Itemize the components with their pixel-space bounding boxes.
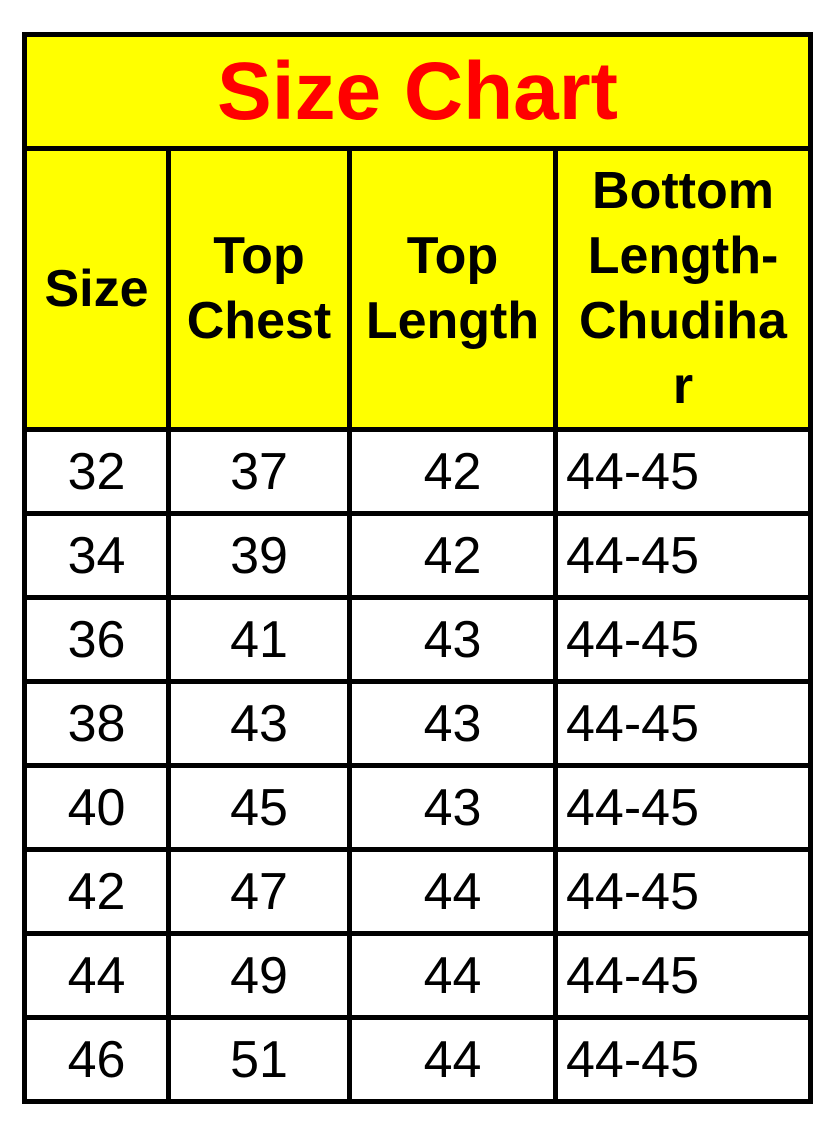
- cell-top-length: 43: [347, 763, 558, 852]
- cell-size: 34: [22, 511, 171, 600]
- cell-size: 32: [22, 427, 171, 516]
- size-chart-table: Size Chart Size Top Chest Top Length Bot…: [22, 32, 813, 1104]
- cell-size: 44: [22, 931, 171, 1020]
- column-header-top-length: Top Length: [347, 146, 558, 432]
- table-row: 42 47 44 44-45: [22, 847, 813, 936]
- cell-bottom-length: 44-45: [553, 427, 813, 516]
- cell-size: 40: [22, 763, 171, 852]
- table-row: 36 41 43 44-45: [22, 595, 813, 684]
- cell-size: 42: [22, 847, 171, 936]
- table-row: 40 45 43 44-45: [22, 763, 813, 852]
- cell-bottom-length: 44-45: [553, 847, 813, 936]
- cell-bottom-length: 44-45: [553, 595, 813, 684]
- table-row: 38 43 43 44-45: [22, 679, 813, 768]
- cell-bottom-length: 44-45: [553, 679, 813, 768]
- cell-top-chest: 47: [166, 847, 352, 936]
- cell-top-chest: 43: [166, 679, 352, 768]
- cell-top-length: 44: [347, 847, 558, 936]
- column-header-top-chest: Top Chest: [166, 146, 352, 432]
- cell-size: 46: [22, 1015, 171, 1104]
- cell-top-chest: 37: [166, 427, 352, 516]
- table-row: 46 51 44 44-45: [22, 1015, 813, 1104]
- cell-bottom-length: 44-45: [553, 511, 813, 600]
- header-row: Size Top Chest Top Length Bottom Length-…: [22, 146, 813, 432]
- column-header-label: Bottom Length-Chudihar: [579, 162, 787, 415]
- cell-top-length: 43: [347, 679, 558, 768]
- cell-top-length: 42: [347, 511, 558, 600]
- cell-top-chest: 41: [166, 595, 352, 684]
- cell-top-length: 43: [347, 595, 558, 684]
- table-row: 34 39 42 44-45: [22, 511, 813, 600]
- table-row: 32 37 42 44-45: [22, 427, 813, 516]
- cell-top-length: 42: [347, 427, 558, 516]
- cell-top-chest: 51: [166, 1015, 352, 1104]
- chart-title: Size Chart: [22, 32, 813, 151]
- cell-top-chest: 39: [166, 511, 352, 600]
- column-header-size: Size: [22, 146, 171, 432]
- cell-bottom-length: 44-45: [553, 1015, 813, 1104]
- cell-size: 36: [22, 595, 171, 684]
- cell-bottom-length: 44-45: [553, 763, 813, 852]
- cell-top-length: 44: [347, 1015, 558, 1104]
- cell-top-length: 44: [347, 931, 558, 1020]
- cell-top-chest: 49: [166, 931, 352, 1020]
- cell-size: 38: [22, 679, 171, 768]
- cell-bottom-length: 44-45: [553, 931, 813, 1020]
- column-header-bottom-length-chudihar: Bottom Length-Chudihar: [553, 146, 813, 432]
- title-row: Size Chart: [22, 32, 813, 151]
- table-row: 44 49 44 44-45: [22, 931, 813, 1020]
- cell-top-chest: 45: [166, 763, 352, 852]
